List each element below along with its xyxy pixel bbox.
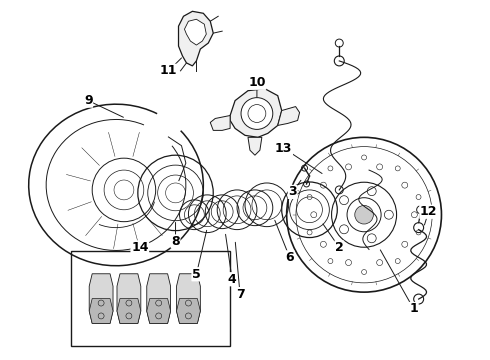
Polygon shape [89,298,113,323]
Bar [72,251,230,346]
Text: 10: 10 [248,76,266,89]
Polygon shape [230,89,282,137]
Polygon shape [178,11,213,66]
Circle shape [248,105,266,122]
Polygon shape [147,274,171,323]
Text: 6: 6 [285,251,294,264]
Text: 5: 5 [192,268,201,281]
Text: 9: 9 [84,94,93,107]
Text: 11: 11 [160,64,177,77]
Text: 14: 14 [131,241,148,254]
Text: 13: 13 [275,142,293,155]
Polygon shape [117,298,141,323]
Text: 4: 4 [228,273,237,286]
Text: 3: 3 [288,185,297,198]
Polygon shape [117,274,141,323]
Text: 8: 8 [171,235,180,248]
Text: 7: 7 [236,288,245,301]
Polygon shape [184,19,206,45]
Text: 2: 2 [335,241,343,254]
Circle shape [355,206,373,224]
Polygon shape [176,274,200,323]
Polygon shape [210,116,230,130]
Circle shape [241,98,273,129]
Polygon shape [89,274,113,323]
Polygon shape [278,107,299,125]
Text: 1: 1 [409,302,418,315]
Polygon shape [248,137,262,155]
Text: 12: 12 [420,205,437,218]
Polygon shape [176,298,200,323]
Polygon shape [147,298,171,323]
